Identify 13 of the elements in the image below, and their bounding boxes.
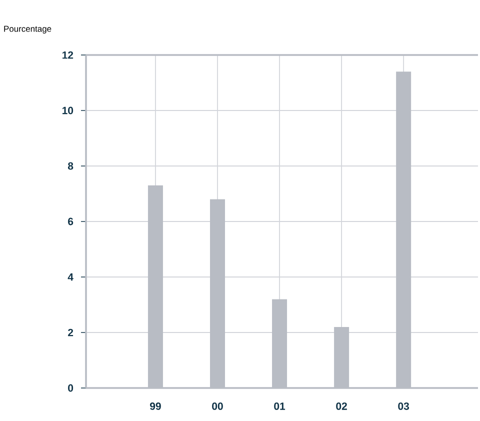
x-tick-label: 99 (150, 402, 161, 410)
y-tick-label: 6 (68, 218, 74, 226)
x-tick-label: 01 (274, 402, 286, 410)
y-axis-title: Pourcentage (4, 26, 52, 34)
x-tick-label: 00 (212, 402, 223, 410)
y-tick-label: 12 (62, 51, 74, 59)
x-tick-label: 03 (398, 402, 410, 410)
y-tick-label: 8 (68, 162, 74, 170)
x-tick-label: 02 (336, 402, 347, 410)
y-tick-label: 4 (68, 273, 74, 281)
y-tick-label: 2 (68, 328, 74, 336)
y-tick-label: 10 (62, 106, 74, 114)
y-tick-label: 0 (68, 384, 74, 392)
